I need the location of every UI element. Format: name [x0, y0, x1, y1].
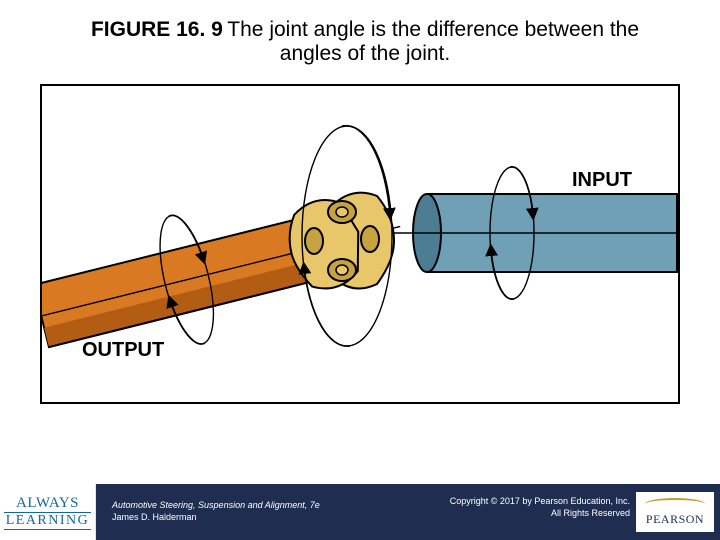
- footer-bar: Automotive Steering, Suspension and Alig…: [96, 484, 720, 540]
- book-credit: Automotive Steering, Suspension and Alig…: [112, 500, 320, 523]
- always-learning-bottom: LEARNING: [4, 512, 92, 530]
- always-learning-badge: ALWAYS LEARNING: [0, 484, 96, 540]
- copyright-line1: Copyright © 2017 by Pearson Education, I…: [450, 496, 630, 508]
- ujoint-diagram-svg: OUTPUT INPUT: [42, 86, 678, 402]
- pearson-word: PEARSON: [646, 512, 704, 527]
- figure-diagram: OUTPUT INPUT: [40, 84, 680, 404]
- book-author: James D. Halderman: [112, 512, 320, 524]
- input-label: INPUT: [572, 169, 632, 191]
- output-label: OUTPUT: [82, 339, 164, 361]
- figure-number: FIGURE 16. 9: [91, 18, 223, 41]
- pearson-logo: PEARSON: [636, 492, 714, 532]
- figure-caption: The joint angle is the difference betwee…: [227, 18, 639, 65]
- book-title: Automotive Steering, Suspension and Alig…: [112, 500, 320, 512]
- always-learning-top: ALWAYS: [16, 495, 79, 512]
- figure-title: FIGURE 16. 9 The joint angle is the diff…: [0, 0, 720, 76]
- copyright-block: Copyright © 2017 by Pearson Education, I…: [450, 496, 630, 519]
- slide-footer: ALWAYS LEARNING Automotive Steering, Sus…: [0, 484, 720, 540]
- copyright-line2: All Rights Reserved: [450, 508, 630, 520]
- pearson-curve-icon: [645, 498, 705, 510]
